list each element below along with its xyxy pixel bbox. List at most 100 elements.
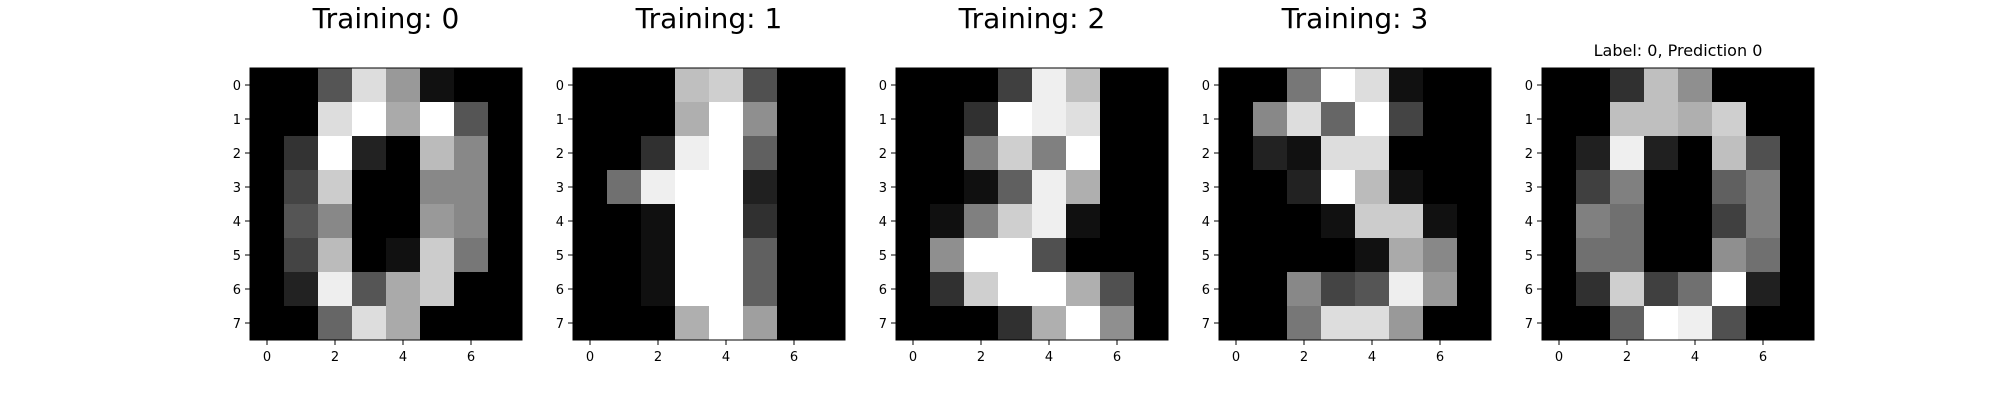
pixel-cell — [1355, 204, 1390, 239]
x-tick-label: 2 — [1623, 350, 1631, 365]
pixel-cell — [1032, 272, 1067, 307]
pixel-cell — [1457, 102, 1492, 137]
pixel-cell — [896, 204, 931, 239]
pixel-cell — [930, 102, 965, 137]
pixel-cell — [1321, 68, 1356, 103]
pixel-cell — [1287, 136, 1322, 171]
pixel-cell — [1780, 170, 1815, 205]
y-tick-label: 4 — [233, 215, 241, 230]
pixel-cell — [964, 272, 999, 307]
pixel-cell — [318, 272, 353, 307]
pixel-cell — [777, 272, 812, 307]
pixel-cell — [811, 68, 846, 103]
pixel-cell — [777, 238, 812, 273]
pixel-cell — [811, 102, 846, 137]
pixel-cell — [1576, 272, 1611, 307]
pixel-cell — [1355, 102, 1390, 137]
pixel-cell — [352, 272, 387, 307]
pixel-cell — [1644, 272, 1679, 307]
y-tick-label: 0 — [1202, 79, 1210, 94]
pixel-cell — [1712, 170, 1747, 205]
y-tick-label: 6 — [879, 283, 887, 298]
pixel-cell — [607, 204, 642, 239]
pixel-cell — [352, 306, 387, 341]
pixel-cell — [1066, 102, 1101, 137]
pixel-cell — [709, 136, 744, 171]
pixel-cell — [318, 102, 353, 137]
pixel-cell — [896, 102, 931, 137]
pixel-cell — [352, 238, 387, 273]
x-tick-label: 0 — [909, 350, 917, 365]
pixel-cell — [1576, 136, 1611, 171]
pixel-cell — [1100, 170, 1135, 205]
pixel-cell — [1219, 136, 1254, 171]
x-tick-label: 4 — [1691, 350, 1699, 365]
axes-frame — [249, 67, 523, 341]
y-tick-label: 6 — [1525, 283, 1533, 298]
pixel-cell — [1100, 204, 1135, 239]
pixel-cell — [777, 68, 812, 103]
pixel-cell — [930, 204, 965, 239]
pixel-cell — [1321, 204, 1356, 239]
pixel-cell — [607, 306, 642, 341]
pixel-cell — [1219, 204, 1254, 239]
y-tick-label: 0 — [233, 79, 241, 94]
pixel-cell — [420, 136, 455, 171]
pixel-cell — [1678, 238, 1713, 273]
pixel-cell — [1712, 136, 1747, 171]
pixel-cell — [1066, 68, 1101, 103]
pixel-cell — [250, 68, 285, 103]
pixel-cell — [488, 204, 523, 239]
pixel-cell — [777, 204, 812, 239]
x-tick-label: 6 — [467, 350, 475, 365]
pixel-cell — [1355, 238, 1390, 273]
pixel-cell — [1134, 204, 1169, 239]
pixel-cell — [250, 102, 285, 137]
pixel-cell — [811, 306, 846, 341]
y-tick-label: 2 — [556, 147, 564, 162]
pixel-cell — [1134, 306, 1169, 341]
pixel-cell — [930, 306, 965, 341]
y-tick-label: 6 — [1202, 283, 1210, 298]
pixel-cell — [284, 170, 319, 205]
pixel-cell — [1100, 238, 1135, 273]
pixel-cell — [1032, 136, 1067, 171]
y-tick-label: 1 — [1525, 113, 1533, 128]
pixel-cell — [1219, 272, 1254, 307]
pixel-cell — [318, 204, 353, 239]
pixel-cell — [1576, 306, 1611, 341]
pixel-cell — [386, 272, 421, 307]
pixel-cell — [777, 102, 812, 137]
pixel-cell — [1066, 136, 1101, 171]
y-tick-label: 1 — [556, 113, 564, 128]
pixel-cell — [743, 238, 778, 273]
pixel-cell — [1712, 102, 1747, 137]
x-tick-label: 4 — [399, 350, 407, 365]
pixel-cell — [743, 306, 778, 341]
pixel-cell — [1355, 170, 1390, 205]
y-tick-label: 4 — [1525, 215, 1533, 230]
y-tick-label: 3 — [879, 181, 887, 196]
pixel-cell — [1576, 68, 1611, 103]
x-tick-label: 4 — [1368, 350, 1376, 365]
pixel-cell — [420, 238, 455, 273]
y-tick-label: 5 — [1525, 249, 1533, 264]
pixel-cell — [1576, 102, 1611, 137]
pixel-cell — [1746, 204, 1781, 239]
pixel-cell — [1712, 204, 1747, 239]
pixel-cell — [964, 68, 999, 103]
pixel-cell — [998, 102, 1033, 137]
y-tick-label: 3 — [556, 181, 564, 196]
pixel-cell — [1134, 170, 1169, 205]
x-tick-label: 0 — [263, 350, 271, 365]
pixel-cell — [607, 102, 642, 137]
pixel-cell — [1644, 238, 1679, 273]
pixel-cell — [1780, 68, 1815, 103]
x-tick-label: 6 — [1113, 350, 1121, 365]
pixel-cell — [1780, 272, 1815, 307]
axes-frame — [1218, 67, 1492, 341]
pixel-cell — [488, 68, 523, 103]
pixel-cell — [1287, 306, 1322, 341]
pixel-cell — [454, 102, 489, 137]
